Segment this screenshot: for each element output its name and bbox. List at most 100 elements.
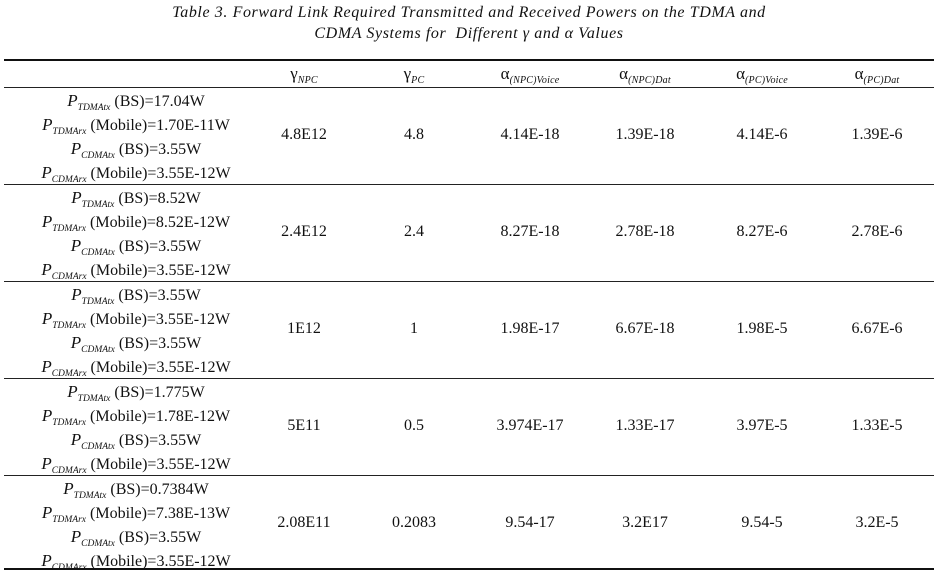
table-top-rule	[4, 59, 934, 61]
power-line: PTDMAtx (BS)=8.52W	[16, 186, 256, 210]
power-value: (BS)=17.04W	[114, 93, 205, 110]
value-cell: 1E12	[287, 320, 321, 337]
value-cell: 1.33E-17	[615, 417, 675, 434]
power-symbol: P	[41, 357, 52, 376]
column-header: α(NPC)Dat	[600, 64, 690, 86]
value-cell: 8.27E-6	[736, 223, 788, 240]
header-rule	[4, 87, 934, 88]
power-line: PTDMArx (Mobile)=1.78E-12W	[16, 404, 256, 428]
power-value: (BS)=3.55W	[118, 287, 201, 304]
header-symbol: α	[500, 64, 510, 83]
power-value: (Mobile)=1.70E-11W	[90, 117, 230, 134]
power-value: (BS)=3.55W	[118, 238, 202, 255]
power-subscript: CDMAtx	[81, 442, 115, 452]
power-symbol: P	[71, 285, 82, 304]
power-symbol: P	[70, 333, 82, 352]
value-cell: 4.8	[404, 126, 424, 143]
power-value: (BS)=3.55W	[118, 432, 202, 449]
value-cell: 3.2E17	[622, 514, 668, 531]
header-subscript: PC	[411, 75, 425, 86]
power-symbol: P	[41, 260, 52, 279]
table-row: PTDMAtx (BS)=8.52W PTDMArx (Mobile)=8.52E…	[4, 184, 934, 282]
power-value: (BS)=3.55W	[118, 335, 202, 352]
power-subscript: CDMArx	[51, 369, 87, 379]
power-line: PCDMArx (Mobile)=3.55E-12W	[16, 161, 256, 185]
header-subscript: NPC	[297, 75, 318, 86]
value-cell: 1.98E-17	[500, 320, 560, 337]
table-row: PTDMAtx (BS)=3.55W PTDMArx (Mobile)=3.55E…	[4, 281, 934, 379]
power-value: (Mobile)=7.38E-13W	[90, 505, 231, 522]
power-symbol: P	[41, 309, 53, 328]
power-subscript: CDMArx	[51, 466, 87, 476]
column-header: γNPC	[259, 64, 349, 86]
row-divider	[4, 281, 934, 282]
power-value: (BS)=8.52W	[118, 190, 201, 207]
table-caption: Table 3. Forward Link Required Transmitt…	[0, 2, 938, 44]
power-line: PTDMArx (Mobile)=1.70E-11W	[16, 113, 256, 137]
power-value: (Mobile)=3.55E-12W	[90, 311, 231, 328]
power-value: (Mobile)=3.55E-12W	[90, 456, 231, 473]
value-cell: 4.14E-18	[500, 126, 560, 143]
power-subscript: CDMAtx	[81, 539, 115, 549]
table-row: PTDMAtx (BS)=1.775W PTDMArx (Mobile)=1.78…	[4, 378, 934, 476]
row-divider	[4, 475, 934, 476]
power-symbol: P	[41, 163, 52, 182]
power-subscript: CDMAtx	[81, 151, 115, 161]
value-cell: 4.8E12	[281, 126, 327, 143]
header-symbol: α	[736, 64, 745, 83]
caption-line-1: Table 3. Forward Link Required Transmitt…	[172, 4, 766, 21]
value-cell: 1.39E-6	[851, 126, 903, 143]
power-line: PCDMArx (Mobile)=3.55E-12W	[16, 452, 256, 476]
power-line: PTDMArx (Mobile)=8.52E-12W	[16, 210, 256, 234]
value-cell: 3.97E-5	[736, 417, 788, 434]
value-cell: 4.14E-6	[736, 126, 788, 143]
table-row: PTDMAtx (BS)=17.04W PTDMArx (Mobile)=1.70…	[4, 87, 934, 185]
value-cell: 1.39E-18	[615, 126, 675, 143]
power-symbol: P	[67, 382, 78, 401]
power-value: (BS)=3.55W	[118, 529, 202, 546]
power-symbol: P	[42, 115, 53, 134]
header-subscript: (NPC)Voice	[509, 75, 560, 86]
power-subscript: CDMAtx	[81, 345, 115, 355]
column-header: α(PC)Dat	[832, 64, 922, 86]
table-row: PTDMAtx (BS)=0.7384W PTDMArx (Mobile)=7.3…	[4, 475, 934, 573]
power-value: (BS)=1.775W	[114, 384, 205, 401]
power-line: PTDMAtx (BS)=17.04W	[16, 89, 256, 113]
power-subscript: TDMArx	[52, 418, 87, 428]
power-value: (Mobile)=3.55E-12W	[90, 359, 231, 376]
power-value: (BS)=0.7384W	[110, 481, 209, 498]
power-symbol: P	[70, 236, 82, 255]
value-cell: 8.27E-18	[500, 223, 560, 240]
header-subscript: (NPC)Dat	[628, 75, 671, 86]
header-subscript: (PC)Dat	[863, 75, 900, 86]
value-cell: 2.78E-6	[851, 223, 903, 240]
caption-line-2: CDMA Systems for Different γ and α Value…	[314, 25, 624, 42]
power-symbol: P	[70, 527, 82, 546]
value-cell: 5E11	[287, 417, 321, 434]
value-cell: 2.08E11	[277, 514, 331, 531]
power-subscript: CDMArx	[51, 272, 87, 282]
power-symbol: P	[41, 454, 52, 473]
power-subscript: TDMArx	[52, 224, 87, 234]
power-line: PTDMAtx (BS)=1.775W	[16, 380, 256, 404]
power-value: (Mobile)=1.78E-12W	[90, 408, 231, 425]
header-symbol: α	[619, 64, 629, 83]
power-line: PCDMAtx (BS)=3.55W	[16, 234, 256, 258]
power-symbol: P	[41, 551, 52, 570]
power-line: PTDMArx (Mobile)=7.38E-13W	[16, 501, 256, 525]
value-cell: 6.67E-18	[615, 320, 675, 337]
power-subscript: CDMArx	[51, 175, 87, 185]
power-subscript: TDMArx	[52, 127, 87, 137]
power-symbol: P	[41, 406, 53, 425]
power-line: PCDMAtx (BS)=3.55W	[16, 525, 256, 549]
row-divider	[4, 184, 934, 185]
header-symbol: α	[854, 64, 864, 83]
header-symbol: γ	[403, 64, 412, 83]
power-symbol: P	[63, 479, 74, 498]
row-divider	[4, 378, 934, 379]
value-cell: 0.5	[404, 417, 424, 434]
power-line: PTDMAtx (BS)=0.7384W	[16, 477, 256, 501]
power-symbol: P	[70, 430, 82, 449]
power-line: PCDMAtx (BS)=3.55W	[16, 137, 256, 161]
